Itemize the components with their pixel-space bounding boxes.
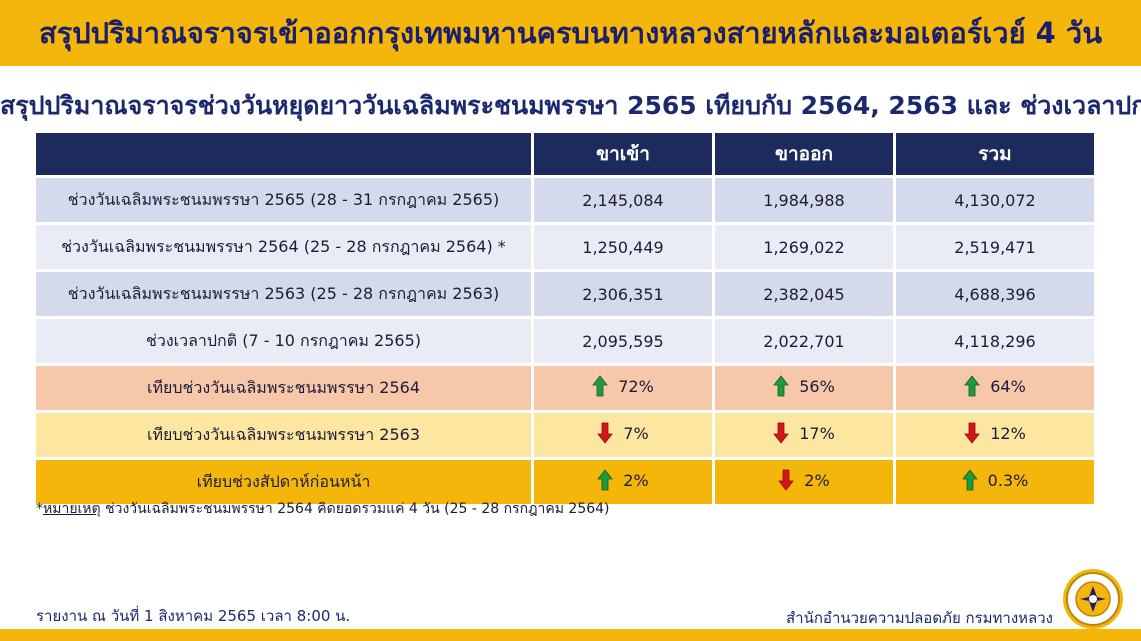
change-percent: 17% xyxy=(799,423,835,443)
inbound-change: 2% xyxy=(531,457,712,504)
table-header-row: ขาเข้า ขาออก รวม xyxy=(36,133,1094,175)
outbound-value: 1,269,022 xyxy=(712,222,893,269)
total-value: 4,130,072 xyxy=(893,175,1094,222)
outbound-value: 2,382,045 xyxy=(712,269,893,316)
total-value: 2,519,471 xyxy=(893,222,1094,269)
footer-band xyxy=(0,629,1141,641)
change-percent: 0.3% xyxy=(987,470,1029,490)
row-label: ช่วงวันเฉลิมพระชนมพรรษา 2564 (25 - 28 กร… xyxy=(36,222,531,269)
column-header-outbound: ขาออก xyxy=(712,133,893,175)
page-subtitle: สรุปปริมาณจราจรช่วงวันหยุดยาววันเฉลิมพระ… xyxy=(0,91,1141,120)
footnote-text: ช่วงวันเฉลิมพระชนมพรรษา 2564 คิดยอดรวมแค… xyxy=(100,501,610,517)
comparison-row: เทียบช่วงวันเฉลิมพระชนมพรรษา 2564 72% 56… xyxy=(36,363,1094,410)
row-label: ช่วงวันเฉลิมพระชนมพรรษา 2563 (25 - 28 กร… xyxy=(36,269,531,316)
report-timestamp: รายงาน ณ วันที่ 1 สิงหาคม 2565 เวลา 8:00… xyxy=(36,607,351,625)
arrow-down-icon xyxy=(778,469,795,491)
arrow-up-icon xyxy=(597,469,614,491)
row-label: ช่วงวันเฉลิมพระชนมพรรษา 2565 (28 - 31 กร… xyxy=(36,175,531,222)
change-percent: 56% xyxy=(799,376,835,396)
inbound-change: 7% xyxy=(531,410,712,457)
row-label: เทียบช่วงวันเฉลิมพระชนมพรรษา 2563 xyxy=(36,410,531,457)
total-change: 64% xyxy=(893,363,1094,410)
footnote: *หมายเหตุ ช่วงวันเฉลิมพระชนมพรรษา 2564 ค… xyxy=(36,498,610,520)
arrow-up-icon xyxy=(961,469,978,491)
change-percent: 12% xyxy=(990,423,1026,443)
inbound-value: 2,145,084 xyxy=(531,175,712,222)
footnote-marker: * xyxy=(36,501,43,517)
footnote-label: หมายเหตุ xyxy=(43,501,101,517)
total-change: 0.3% xyxy=(893,457,1094,504)
row-label: เทียบช่วงวันเฉลิมพระชนมพรรษา 2564 xyxy=(36,363,531,410)
inbound-value: 2,306,351 xyxy=(531,269,712,316)
total-value: 4,118,296 xyxy=(893,316,1094,363)
change-percent: 72% xyxy=(618,376,654,396)
change-percent: 7% xyxy=(623,423,649,443)
change-percent: 2% xyxy=(623,470,649,490)
change-percent: 2% xyxy=(804,470,830,490)
arrow-up-icon xyxy=(773,375,790,397)
arrow-up-icon xyxy=(964,375,981,397)
table-row: ช่วงเวลาปกติ (7 - 10 กรกฎาคม 2565) 2,095… xyxy=(36,316,1094,363)
department-of-highways-seal-icon xyxy=(1063,569,1123,629)
column-header-inbound: ขาเข้า xyxy=(531,133,712,175)
arrow-up-icon xyxy=(592,375,609,397)
outbound-change: 56% xyxy=(712,363,893,410)
outbound-value: 1,984,988 xyxy=(712,175,893,222)
table-row: ช่วงวันเฉลิมพระชนมพรรษา 2563 (25 - 28 กร… xyxy=(36,269,1094,316)
column-header-total: รวม xyxy=(893,133,1094,175)
arrow-down-icon xyxy=(597,422,614,444)
comparison-row: เทียบช่วงสัปดาห์ก่อนหน้า 2% 2% 0.3% xyxy=(36,457,1094,504)
change-percent: 64% xyxy=(990,376,1026,396)
table-row: ช่วงวันเฉลิมพระชนมพรรษา 2565 (28 - 31 กร… xyxy=(36,175,1094,222)
organization-name: สำนักอำนวยความปลอดภัย กรมทางหลวง xyxy=(786,609,1053,627)
arrow-down-icon xyxy=(964,422,981,444)
comparison-row: เทียบช่วงวันเฉลิมพระชนมพรรษา 2563 7% 17%… xyxy=(36,410,1094,457)
page-title: สรุปปริมาณจราจรเข้าออกกรุงเทพมหานครบนทาง… xyxy=(38,16,1103,50)
column-header-label xyxy=(36,133,531,175)
title-banner: สรุปปริมาณจราจรเข้าออกกรุงเทพมหานครบนทาง… xyxy=(0,0,1141,66)
inbound-value: 1,250,449 xyxy=(531,222,712,269)
inbound-change: 72% xyxy=(531,363,712,410)
row-label: เทียบช่วงสัปดาห์ก่อนหน้า xyxy=(36,457,531,504)
row-label: ช่วงเวลาปกติ (7 - 10 กรกฎาคม 2565) xyxy=(36,316,531,363)
traffic-summary-table: ขาเข้า ขาออก รวม ช่วงวันเฉลิมพระชนมพรรษา… xyxy=(36,133,1094,504)
total-change: 12% xyxy=(893,410,1094,457)
table-row: ช่วงวันเฉลิมพระชนมพรรษา 2564 (25 - 28 กร… xyxy=(36,222,1094,269)
outbound-change: 17% xyxy=(712,410,893,457)
outbound-change: 2% xyxy=(712,457,893,504)
total-value: 4,688,396 xyxy=(893,269,1094,316)
inbound-value: 2,095,595 xyxy=(531,316,712,363)
arrow-down-icon xyxy=(773,422,790,444)
outbound-value: 2,022,701 xyxy=(712,316,893,363)
